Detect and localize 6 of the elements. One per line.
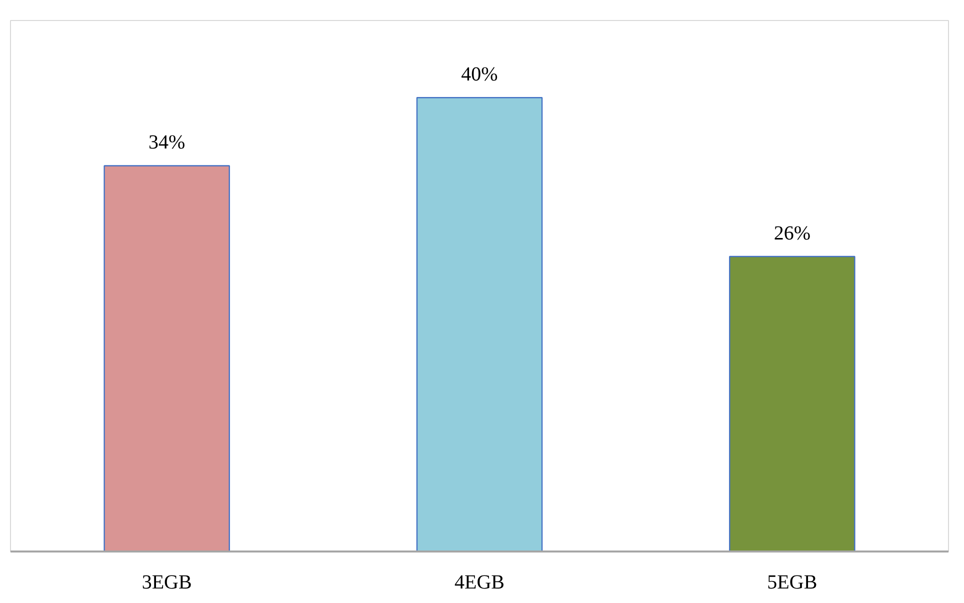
data-label: 26%: [774, 222, 811, 244]
data-label: 40%: [461, 64, 498, 86]
x-tick-label: 3EGB: [142, 572, 192, 594]
data-label: 34%: [148, 132, 186, 154]
x-tick-label: 4EGB: [454, 572, 504, 594]
x-tick-label: 5EGB: [767, 572, 818, 594]
